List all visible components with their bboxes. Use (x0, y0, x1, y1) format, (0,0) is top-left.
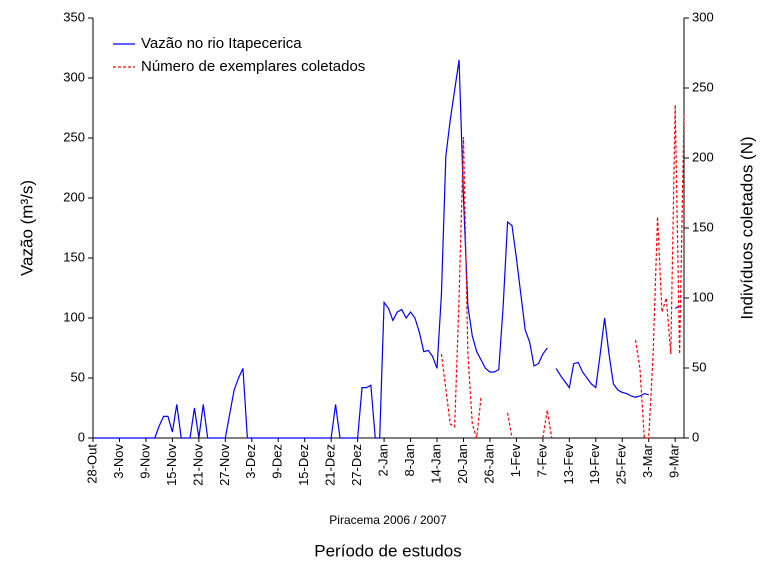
x-tick-label: 20-Jan (455, 444, 470, 484)
y2-tick-label: 200 (692, 149, 714, 164)
x-tick-label: 7-Fev (534, 444, 549, 478)
x-tick-label: 19-Fev (587, 444, 602, 485)
x-tick-label: 26-Jan (481, 444, 496, 484)
x-axis-title: Período de estudos (314, 541, 461, 560)
x-tick-label: 27-Nov (217, 444, 232, 486)
x-tick-label: 13-Fev (561, 444, 576, 485)
x-tick-label: 21-Dez (323, 444, 338, 486)
y2-tick-label: 150 (692, 219, 714, 234)
x-tick-label: 3-Dez (243, 444, 258, 479)
y2-tick-label: 100 (692, 289, 714, 304)
y-tick-label: 350 (63, 9, 85, 24)
y2-axis-title: Indivíduos coletados (N) (737, 136, 756, 319)
series-line (93, 59, 680, 439)
x-tick-label: 3-Nov (111, 444, 126, 479)
y-tick-label: 50 (71, 369, 85, 384)
legend-label: Número de exemplares coletados (141, 58, 365, 75)
x-tick-label: 9-Mar (667, 443, 682, 478)
x-tick-label: 1-Fev (508, 444, 523, 478)
x-tick-label: 8-Jan (402, 444, 417, 477)
y2-tick-label: 0 (692, 429, 699, 444)
x-tick-label: 2-Jan (376, 444, 391, 477)
y-axis-title: Vazão (m³/s) (17, 180, 36, 276)
y-tick-label: 300 (63, 69, 85, 84)
y-tick-label: 0 (78, 429, 85, 444)
x-tick-label: 15-Dez (296, 444, 311, 486)
x-tick-label: 15-Nov (164, 444, 179, 486)
x-subtitle: Piracema 2006 / 2007 (329, 513, 447, 527)
x-tick-label: 9-Nov (137, 444, 152, 479)
y-tick-label: 150 (63, 249, 85, 264)
x-tick-label: 25-Fev (614, 444, 629, 485)
y-tick-label: 250 (63, 129, 85, 144)
y-tick-label: 100 (63, 309, 85, 324)
x-tick-label: 9-Dez (270, 444, 285, 479)
x-tick-label: 3-Mar (640, 443, 655, 478)
series-line (440, 104, 685, 439)
x-tick-label: 28-Out (84, 444, 99, 484)
y2-tick-label: 250 (692, 79, 714, 94)
y-tick-label: 200 (63, 189, 85, 204)
x-tick-label: 14-Jan (428, 444, 443, 484)
y2-tick-label: 50 (692, 359, 706, 374)
x-tick-label: 27-Dez (349, 444, 364, 486)
legend-label: Vazão no rio Itapecerica (141, 35, 302, 52)
x-tick-label: 21-Nov (190, 444, 205, 486)
y2-tick-label: 300 (692, 9, 714, 24)
